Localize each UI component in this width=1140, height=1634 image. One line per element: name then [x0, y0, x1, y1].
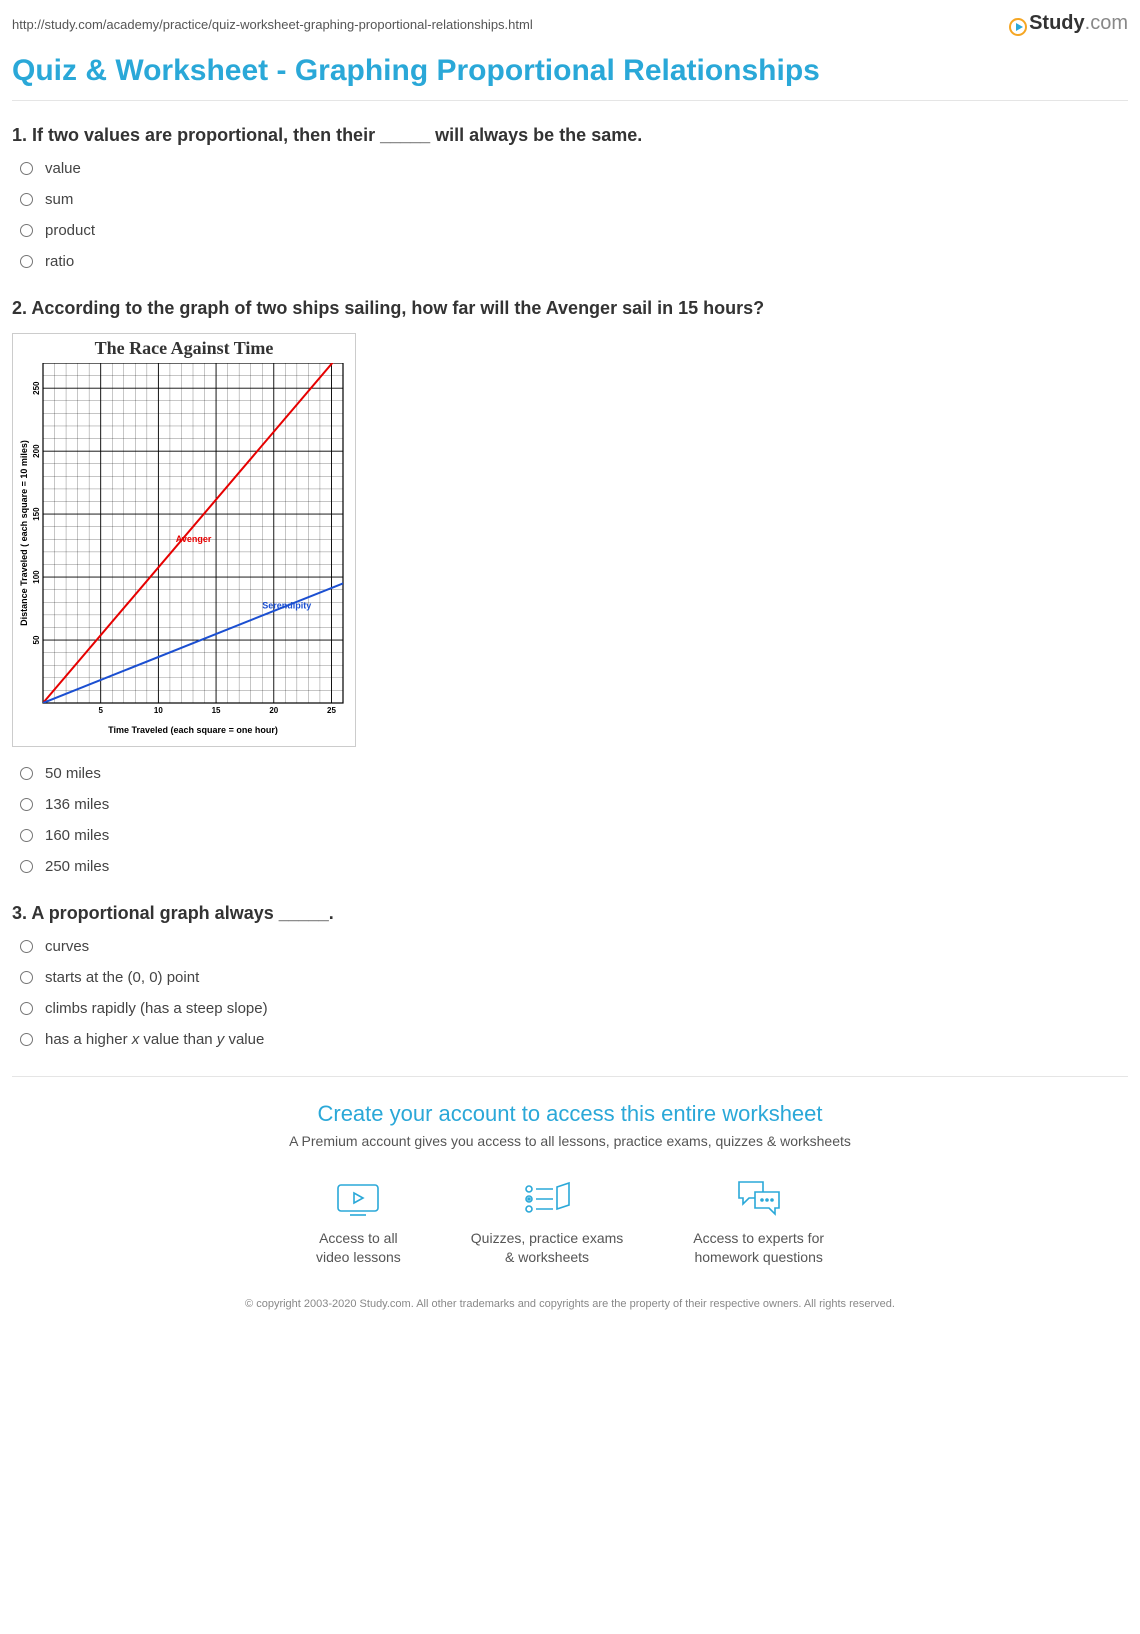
svg-text:15: 15 — [212, 706, 221, 715]
logo-text-dotcom: .com — [1085, 12, 1128, 34]
option-label: 160 miles — [45, 827, 109, 844]
chart-container: The Race Against Time Avenger Serendipity… — [12, 333, 356, 747]
question-stem: According to the graph of two ships sail… — [31, 298, 764, 318]
option-label: ratio — [45, 253, 74, 270]
radio-input[interactable] — [20, 162, 33, 175]
logo-text-study: Study — [1029, 12, 1085, 34]
svg-text:250: 250 — [32, 381, 41, 395]
question-number: 2. — [12, 298, 27, 318]
page-url: http://study.com/academy/practice/quiz-w… — [12, 17, 533, 32]
radio-input[interactable] — [20, 940, 33, 953]
radio-input[interactable] — [20, 798, 33, 811]
option-row[interactable]: climbs rapidly (has a steep slope) — [20, 1000, 1128, 1017]
option-label: has a higher x value than y value — [45, 1031, 264, 1048]
header-row: http://study.com/academy/practice/quiz-w… — [12, 12, 1128, 36]
option-label: 50 miles — [45, 765, 101, 782]
option-row[interactable]: product — [20, 222, 1128, 239]
cta-subtitle: A Premium account gives you access to al… — [12, 1133, 1128, 1149]
option-label: sum — [45, 191, 73, 208]
cta-section: Create your account to access this entir… — [12, 1076, 1128, 1312]
question-block: 2. According to the graph of two ships s… — [12, 298, 1128, 875]
svg-text:25: 25 — [327, 706, 336, 715]
question-text: 3. A proportional graph always _____. — [12, 903, 1128, 924]
radio-input[interactable] — [20, 255, 33, 268]
cta-feature: Access to experts forhomework questions — [693, 1177, 824, 1267]
svg-text:Avenger: Avenger — [176, 534, 212, 544]
question-block: 1. If two values are proportional, then … — [12, 125, 1128, 270]
svg-text:20: 20 — [269, 706, 278, 715]
cta-title: Create your account to access this entir… — [12, 1101, 1128, 1127]
cta-feature: Access to allvideo lessons — [316, 1177, 401, 1267]
option-row[interactable]: 136 miles — [20, 796, 1128, 813]
svg-text:Distance Traveled ( each squar: Distance Traveled ( each square = 10 mil… — [19, 440, 29, 626]
question-block: 3. A proportional graph always _____. cu… — [12, 903, 1128, 1048]
option-label: 250 miles — [45, 858, 109, 875]
cta-features: Access to allvideo lessons Quizzes, prac… — [12, 1177, 1128, 1267]
radio-input[interactable] — [20, 224, 33, 237]
svg-text:50: 50 — [32, 635, 41, 644]
copyright-text: © copyright 2003-2020 Study.com. All oth… — [160, 1297, 980, 1312]
question-number: 1. — [12, 125, 27, 145]
chart-title: The Race Against Time — [15, 338, 353, 359]
video-icon — [316, 1177, 401, 1221]
svg-text:150: 150 — [32, 507, 41, 521]
option-row[interactable]: value — [20, 160, 1128, 177]
svg-text:5: 5 — [98, 706, 103, 715]
radio-input[interactable] — [20, 193, 33, 206]
site-logo[interactable]: Study.com — [1009, 12, 1128, 36]
option-row[interactable]: sum — [20, 191, 1128, 208]
option-row[interactable]: 160 miles — [20, 827, 1128, 844]
question-number: 3. — [12, 903, 27, 923]
page-title: Quiz & Worksheet - Graphing Proportional… — [12, 54, 1128, 101]
svg-text:Serendipity: Serendipity — [262, 601, 311, 611]
question-text: 2. According to the graph of two ships s… — [12, 298, 1128, 319]
option-row[interactable]: starts at the (0, 0) point — [20, 969, 1128, 986]
option-row[interactable]: ratio — [20, 253, 1128, 270]
quiz-icon — [471, 1177, 624, 1221]
cta-caption: Access to allvideo lessons — [316, 1229, 401, 1267]
radio-input[interactable] — [20, 767, 33, 780]
radio-input[interactable] — [20, 971, 33, 984]
option-label: 136 miles — [45, 796, 109, 813]
option-row[interactable]: 250 miles — [20, 858, 1128, 875]
option-row[interactable]: has a higher x value than y value — [20, 1031, 1128, 1048]
option-label: product — [45, 222, 95, 239]
option-label: curves — [45, 938, 89, 955]
option-row[interactable]: 50 miles — [20, 765, 1128, 782]
options-list: curves starts at the (0, 0) point climbs… — [12, 938, 1128, 1048]
option-row[interactable]: curves — [20, 938, 1128, 955]
question-stem: If two values are proportional, then the… — [32, 125, 642, 145]
svg-text:Time Traveled (each square = o: Time Traveled (each square = one hour) — [108, 725, 278, 735]
option-label: starts at the (0, 0) point — [45, 969, 199, 986]
svg-text:10: 10 — [154, 706, 163, 715]
question-text: 1. If two values are proportional, then … — [12, 125, 1128, 146]
radio-input[interactable] — [20, 1002, 33, 1015]
radio-input[interactable] — [20, 829, 33, 842]
question-stem: A proportional graph always _____. — [31, 903, 333, 923]
cta-caption: Quizzes, practice exams& worksheets — [471, 1229, 624, 1267]
line-chart: Avenger Serendipity 5 10 15 20 25 50 100 150 200 25… — [15, 363, 347, 739]
options-list: 50 miles 136 miles 160 miles 250 miles — [12, 765, 1128, 875]
radio-input[interactable] — [20, 1033, 33, 1046]
option-label: value — [45, 160, 81, 177]
chat-icon — [693, 1177, 824, 1221]
play-icon — [1009, 18, 1027, 36]
radio-input[interactable] — [20, 860, 33, 873]
svg-text:200: 200 — [32, 444, 41, 458]
options-list: value sum product ratio — [12, 160, 1128, 270]
cta-feature: Quizzes, practice exams& worksheets — [471, 1177, 624, 1267]
option-label: climbs rapidly (has a steep slope) — [45, 1000, 268, 1017]
cta-caption: Access to experts forhomework questions — [693, 1229, 824, 1267]
svg-text:100: 100 — [32, 570, 41, 584]
